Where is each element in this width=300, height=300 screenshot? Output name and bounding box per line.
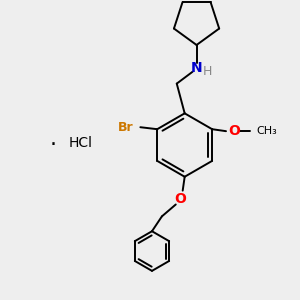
Text: O: O: [174, 191, 186, 206]
Text: H: H: [203, 65, 212, 78]
Text: O: O: [228, 124, 240, 138]
Text: N: N: [191, 61, 203, 75]
Text: ·: ·: [50, 135, 56, 155]
Text: CH₃: CH₃: [257, 126, 278, 136]
Text: Br: Br: [118, 121, 133, 134]
Text: HCl: HCl: [69, 136, 93, 150]
